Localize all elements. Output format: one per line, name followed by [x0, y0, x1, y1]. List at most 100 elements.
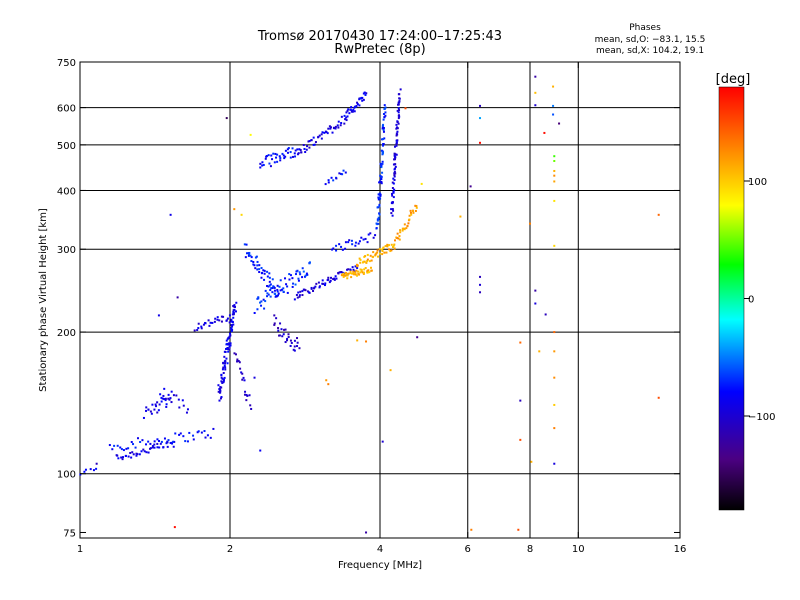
data-point	[178, 406, 181, 409]
data-point	[281, 335, 284, 338]
data-point	[287, 147, 290, 150]
data-point	[193, 329, 196, 332]
data-point	[395, 123, 398, 126]
data-point	[268, 284, 271, 287]
data-point	[380, 248, 383, 251]
phases-o-stats: mean, sd,O: −83.1, 15.5	[595, 35, 706, 45]
data-point	[245, 243, 248, 246]
data-point	[377, 218, 380, 221]
data-point	[291, 155, 294, 158]
y-tick-label: 200	[57, 328, 76, 339]
data-point	[244, 256, 247, 259]
data-point	[392, 244, 395, 247]
data-point	[299, 149, 302, 152]
data-point	[398, 100, 401, 103]
data-point	[553, 159, 556, 162]
data-point	[347, 108, 350, 111]
data-point	[335, 244, 338, 247]
data-point	[192, 434, 195, 437]
data-point	[259, 301, 262, 304]
data-point	[362, 238, 365, 241]
data-point	[348, 239, 351, 242]
data-point	[175, 394, 178, 397]
data-point	[264, 289, 267, 292]
data-point	[298, 295, 301, 298]
data-point	[558, 122, 561, 125]
data-point	[305, 148, 308, 151]
data-point	[378, 212, 381, 215]
data-point	[321, 279, 324, 282]
data-point	[356, 264, 359, 267]
data-point	[333, 277, 336, 280]
data-point	[317, 281, 320, 284]
data-point	[277, 329, 280, 332]
data-point	[351, 272, 354, 275]
data-point	[219, 391, 222, 394]
data-point	[657, 396, 660, 399]
data-point	[147, 440, 150, 443]
data-point	[538, 350, 541, 353]
data-point	[89, 468, 92, 471]
data-point	[389, 250, 392, 253]
data-point	[165, 403, 168, 406]
data-point	[381, 250, 384, 253]
data-point	[153, 440, 156, 443]
data-point	[399, 229, 402, 232]
data-point	[343, 114, 346, 117]
data-point	[284, 341, 287, 344]
x-tick-label: 1	[77, 544, 83, 555]
data-point	[336, 124, 339, 127]
y-tick-label: 100	[57, 470, 76, 481]
data-point	[534, 302, 537, 305]
data-point	[331, 248, 334, 251]
data-point	[167, 397, 170, 400]
data-point	[286, 148, 289, 151]
data-point	[357, 242, 360, 245]
data-point	[346, 109, 349, 112]
data-point	[396, 236, 399, 239]
data-point	[297, 277, 300, 280]
data-point	[469, 185, 472, 188]
data-point	[327, 276, 330, 279]
data-point	[227, 336, 230, 339]
data-point	[163, 437, 166, 440]
data-point	[363, 91, 366, 94]
data-point	[359, 258, 362, 261]
data-point	[166, 440, 169, 443]
data-point	[366, 260, 369, 263]
data-point	[360, 270, 363, 273]
data-point	[334, 275, 337, 278]
y-tick-label: 75	[63, 528, 76, 539]
data-point	[165, 405, 168, 408]
data-point	[149, 442, 152, 445]
data-point	[297, 291, 300, 294]
data-point	[229, 342, 232, 345]
data-point	[246, 394, 249, 397]
data-point	[308, 261, 311, 264]
data-point	[127, 447, 130, 450]
data-point	[249, 404, 252, 407]
data-point	[364, 94, 367, 97]
data-point	[395, 153, 398, 156]
data-point	[230, 327, 233, 330]
data-point	[225, 347, 228, 350]
data-point	[366, 241, 369, 244]
data-point	[163, 398, 166, 401]
data-point	[221, 381, 224, 384]
data-point	[225, 319, 228, 322]
data-point	[353, 110, 356, 113]
data-point	[220, 315, 223, 318]
data-point	[225, 339, 228, 342]
data-point	[330, 176, 333, 179]
data-point	[553, 169, 556, 172]
data-point	[369, 254, 372, 257]
data-point	[397, 111, 400, 114]
data-point	[174, 432, 177, 435]
data-point	[230, 330, 233, 333]
data-point	[379, 165, 382, 168]
data-point	[268, 272, 271, 275]
data-point	[352, 268, 355, 271]
data-point	[553, 180, 556, 183]
data-point	[162, 446, 165, 449]
data-point	[332, 278, 335, 281]
